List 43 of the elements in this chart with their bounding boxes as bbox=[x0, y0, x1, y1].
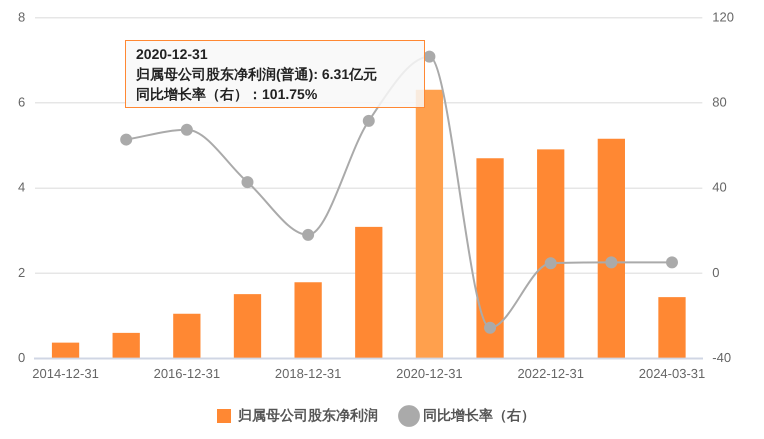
bar bbox=[658, 297, 686, 358]
annotation: 同比增长率（右）：101.75% bbox=[136, 85, 318, 104]
annotation: 归属母公司股东净利润(普通): 6.31亿元 bbox=[136, 65, 378, 84]
y-tick-label: 8 bbox=[18, 9, 26, 24]
legend-label: 同比增长率（右） bbox=[423, 406, 535, 423]
point bbox=[666, 256, 678, 268]
point bbox=[302, 228, 314, 241]
bar bbox=[112, 332, 140, 358]
point bbox=[120, 134, 132, 146]
bar bbox=[416, 90, 444, 358]
y-tick-label: 4 bbox=[18, 180, 26, 195]
bar bbox=[537, 149, 564, 358]
point bbox=[362, 114, 375, 127]
x-tick-label: 2020-12-31 bbox=[396, 366, 463, 381]
annotation: 2020-12-31 bbox=[136, 45, 209, 64]
y-tick-label: 2 bbox=[18, 264, 26, 280]
bar bbox=[234, 294, 262, 358]
x-tick-label: 2016-12-31 bbox=[154, 366, 220, 381]
y2-tick-label: -40 bbox=[712, 350, 732, 365]
point bbox=[241, 176, 254, 188]
y-tick-label: 6 bbox=[18, 94, 26, 110]
x-tick-label: 2014-12-31 bbox=[32, 366, 99, 381]
y2-tick-label: 40 bbox=[712, 180, 727, 195]
x-tick-label: 2024-03-31 bbox=[638, 366, 706, 381]
bar bbox=[294, 282, 322, 358]
tooltip-card: 2020-12-31 归属母公司股东净利润(普通): 6.31亿元 同比增长率（右）：101.75% bbox=[125, 40, 425, 108]
y-tick-label: 0 bbox=[18, 350, 26, 365]
y2-tick-label: 0 bbox=[712, 264, 720, 280]
y2-tick-label: 80 bbox=[712, 94, 727, 110]
bar bbox=[52, 342, 80, 358]
point bbox=[180, 124, 193, 136]
bar bbox=[598, 138, 625, 358]
x-tick-label: 2022-12-31 bbox=[517, 366, 584, 381]
bar bbox=[476, 158, 504, 358]
point bbox=[544, 257, 557, 270]
point bbox=[484, 322, 496, 334]
bar bbox=[173, 314, 200, 358]
point bbox=[423, 50, 436, 63]
bar bbox=[355, 226, 382, 358]
legend-label: 归属母公司股东净利润 bbox=[237, 406, 378, 423]
x-tick-label: 2018-12-31 bbox=[274, 366, 342, 381]
y2-tick-label: 120 bbox=[712, 9, 734, 24]
point bbox=[605, 256, 618, 268]
